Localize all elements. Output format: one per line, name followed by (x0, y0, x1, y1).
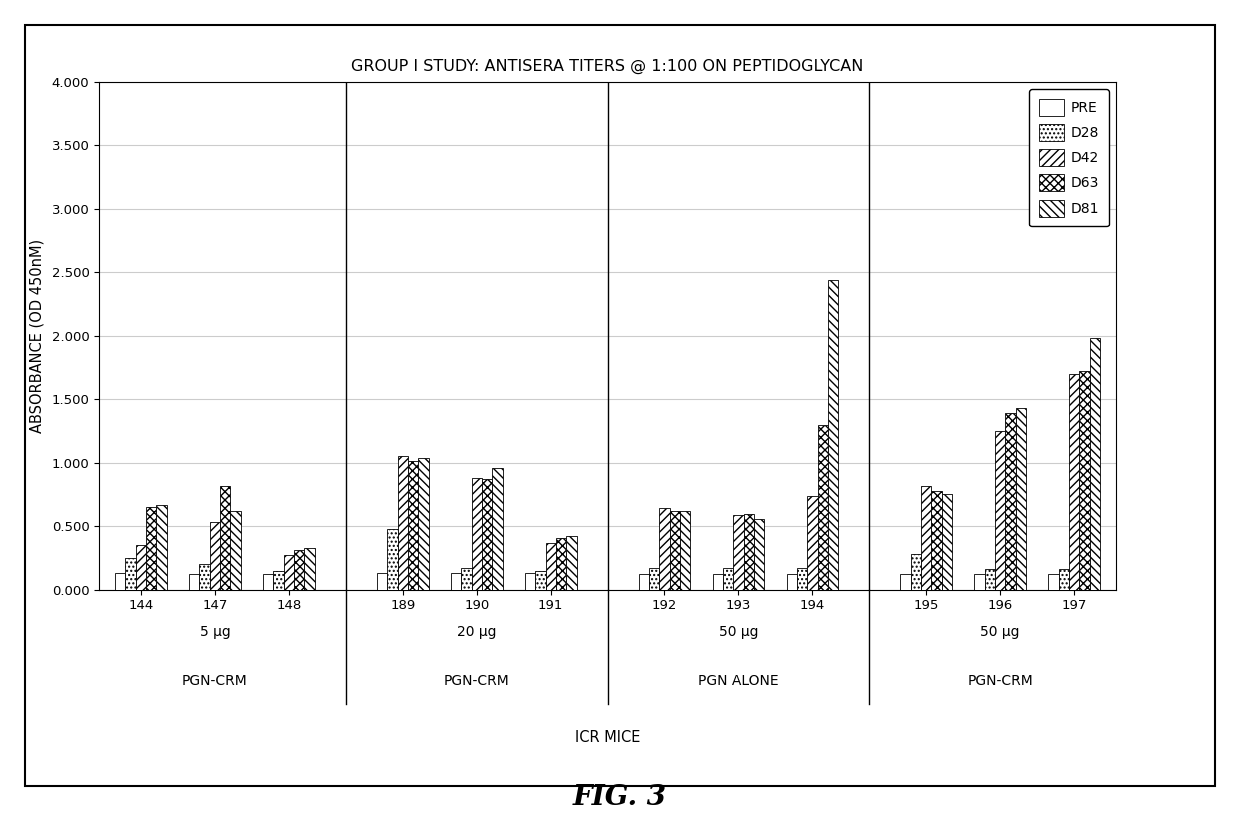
Bar (744, 514, 754, 590)
Bar (1079, 371, 1090, 590)
Bar (136, 545, 146, 590)
Bar (649, 568, 660, 590)
Bar (190, 574, 200, 590)
Legend: PRE, D28, D42, D63, D81: PRE, D28, D42, D63, D81 (1029, 88, 1109, 226)
Bar (377, 573, 387, 590)
Bar (754, 518, 764, 590)
Bar (931, 491, 941, 590)
Bar (660, 509, 670, 590)
Text: 20 μg: 20 μg (458, 625, 496, 639)
Bar (670, 511, 680, 590)
Bar (900, 574, 910, 590)
Y-axis label: ABSORBANCE (OD 450nM): ABSORBANCE (OD 450nM) (30, 238, 45, 433)
Bar (451, 573, 461, 590)
Text: FIG. 3: FIG. 3 (573, 784, 667, 811)
Bar (985, 569, 994, 590)
Bar (200, 564, 210, 590)
Bar (471, 478, 482, 590)
Title: GROUP I STUDY: ANTISERA TITERS @ 1:100 ON PEPTIDOGLYCAN: GROUP I STUDY: ANTISERA TITERS @ 1:100 O… (351, 59, 864, 74)
Bar (274, 571, 284, 590)
Bar (231, 511, 241, 590)
Text: PGN-CRM: PGN-CRM (444, 674, 510, 688)
Bar (387, 529, 398, 590)
Bar (1069, 373, 1079, 590)
Bar (210, 523, 221, 590)
Bar (221, 486, 231, 590)
Bar (556, 537, 567, 590)
Bar (418, 458, 429, 590)
Bar (1016, 408, 1025, 590)
Bar (1048, 574, 1059, 590)
Bar (305, 548, 315, 590)
Bar (786, 574, 797, 590)
Bar (1090, 338, 1100, 590)
Text: PGN ALONE: PGN ALONE (698, 674, 779, 688)
Bar (156, 505, 167, 590)
Bar (482, 479, 492, 590)
Bar (921, 486, 931, 590)
Bar (146, 507, 156, 590)
Bar (492, 468, 502, 590)
Bar (525, 573, 536, 590)
Bar (284, 555, 294, 590)
Bar (263, 574, 274, 590)
Text: 50 μg: 50 μg (719, 625, 758, 639)
Bar (125, 558, 136, 590)
Text: PGN-CRM: PGN-CRM (967, 674, 1033, 688)
Text: ICR MICE: ICR MICE (575, 731, 640, 745)
Bar (941, 495, 952, 590)
Bar (536, 571, 546, 590)
Text: 50 μg: 50 μg (981, 625, 1021, 639)
Bar (828, 280, 838, 590)
Bar (733, 515, 744, 590)
Bar (567, 536, 577, 590)
Bar (975, 574, 985, 590)
Bar (680, 511, 691, 590)
Bar (294, 550, 305, 590)
Bar (910, 554, 921, 590)
Bar (408, 461, 418, 590)
Bar (115, 573, 125, 590)
Bar (461, 568, 471, 590)
Bar (723, 568, 733, 590)
Bar (398, 456, 408, 590)
Bar (546, 543, 556, 590)
Bar (713, 574, 723, 590)
Bar (1059, 569, 1069, 590)
Bar (639, 574, 649, 590)
Bar (994, 431, 1006, 590)
Text: 5 μg: 5 μg (200, 625, 231, 639)
Bar (1006, 414, 1016, 590)
Bar (807, 495, 817, 590)
Bar (797, 568, 807, 590)
Bar (817, 424, 828, 590)
Text: PGN-CRM: PGN-CRM (182, 674, 248, 688)
